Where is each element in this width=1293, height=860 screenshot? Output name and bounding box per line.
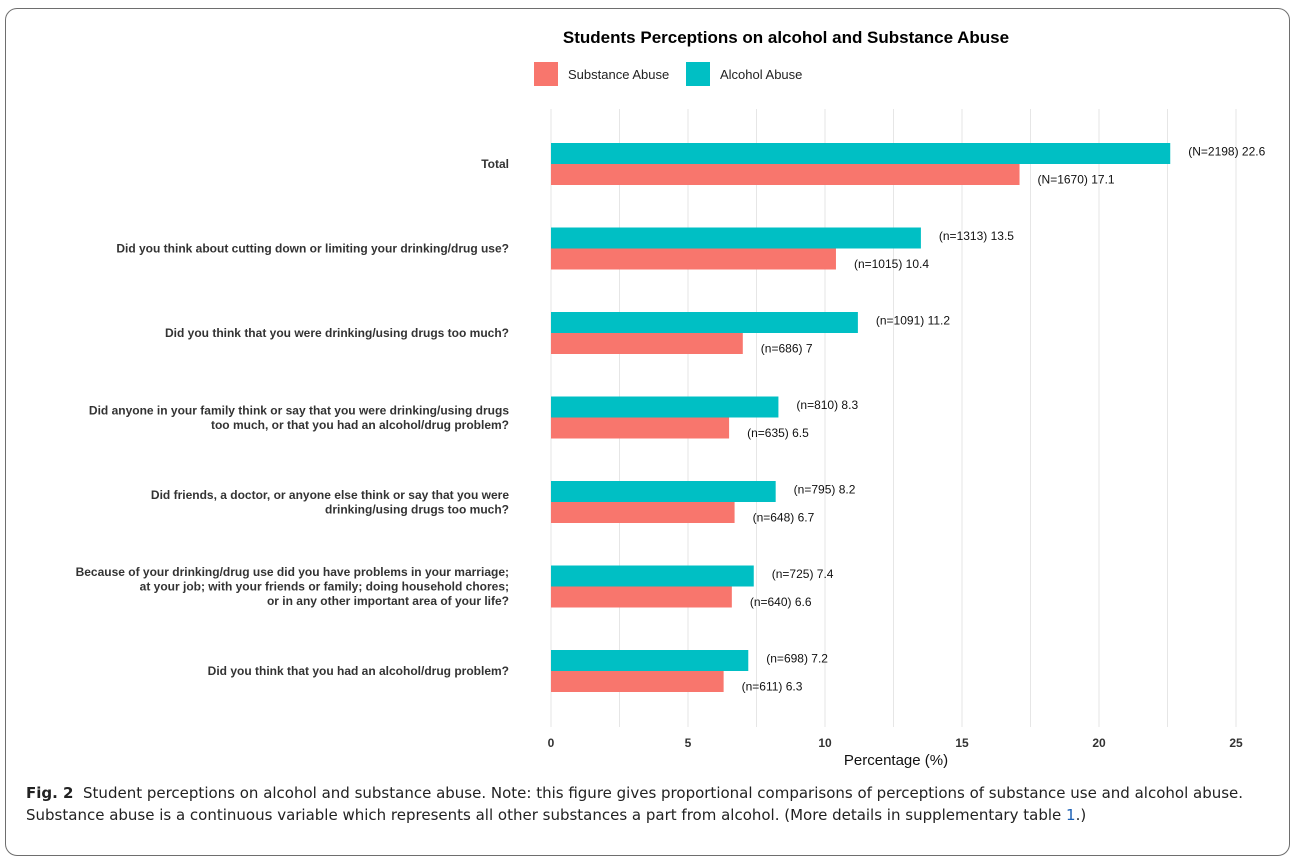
alcohol-bar — [551, 481, 776, 502]
substance-bar — [551, 586, 732, 608]
figure-frame: Students Perceptions on alcohol and Subs… — [5, 8, 1290, 856]
substance-data-label: (N=1670) 17.1 — [1038, 173, 1115, 187]
substance-data-label: (n=635) 6.5 — [747, 426, 809, 440]
category-label: Did anyone in your family think or say t… — [89, 403, 509, 417]
chart-title: Students Perceptions on alcohol and Subs… — [563, 28, 1009, 47]
substance-bar — [551, 502, 735, 523]
caption-text: Student perceptions on alcohol and subst… — [26, 784, 1244, 824]
caption-table-ref[interactable]: 1 — [1066, 806, 1076, 824]
x-tick-label: 10 — [818, 736, 832, 750]
alcohol-bar — [551, 227, 921, 249]
legend-label-1: Substance Abuse — [568, 67, 669, 82]
substance-bar — [551, 164, 1020, 185]
alcohol-bar — [551, 396, 779, 418]
alcohol-data-label: (n=810) 8.3 — [796, 398, 858, 412]
alcohol-bar — [551, 650, 749, 671]
category-label: Did you think that you had an alcohol/dr… — [208, 664, 509, 678]
category-label: Did friends, a doctor, or anyone else th… — [151, 488, 509, 502]
substance-bar — [551, 333, 743, 354]
figure-caption: Fig. 2 Student perceptions on alcohol an… — [26, 782, 1281, 826]
caption-text-end: .) — [1075, 806, 1087, 824]
category-label: Did you think that you were drinking/usi… — [165, 326, 509, 340]
legend-swatch-2 — [686, 62, 710, 86]
substance-data-label: (n=611) 6.3 — [742, 680, 803, 694]
substance-bar — [551, 417, 730, 439]
category-label: Did you think about cutting down or limi… — [116, 242, 509, 256]
alcohol-data-label: (n=1313) 13.5 — [939, 229, 1014, 243]
alcohol-data-label: (n=698) 7.2 — [766, 652, 828, 666]
x-tick-label: 0 — [548, 736, 555, 750]
category-label: or in any other important area of your l… — [267, 594, 509, 608]
x-tick-label: 25 — [1229, 736, 1243, 750]
alcohol-data-label: (n=795) 8.2 — [794, 483, 856, 497]
substance-data-label: (n=1015) 10.4 — [854, 257, 929, 271]
x-tick-label: 5 — [685, 736, 692, 750]
x-axis-title: Percentage (%) — [844, 752, 948, 769]
substance-data-label: (n=648) 6.7 — [753, 511, 815, 525]
x-tick-label: 15 — [955, 736, 969, 750]
category-label: Total — [481, 157, 509, 171]
alcohol-data-label: (n=725) 7.4 — [772, 567, 834, 581]
category-label: drinking/using drugs too much? — [325, 502, 509, 516]
alcohol-bar — [551, 143, 1171, 164]
alcohol-data-label: (n=1091) 11.2 — [876, 314, 950, 328]
figure-number: Fig. 2 — [26, 784, 74, 802]
substance-data-label: (n=640) 6.6 — [750, 595, 812, 609]
x-tick-label: 20 — [1092, 736, 1106, 750]
alcohol-bar — [551, 312, 858, 333]
legend-swatch-1 — [534, 62, 558, 86]
substance-bar — [551, 671, 724, 692]
substance-bar — [551, 248, 836, 270]
category-label: at your job; with your friends or family… — [140, 580, 509, 594]
alcohol-data-label: (N=2198) 22.6 — [1188, 145, 1265, 159]
substance-data-label: (n=686) 7 — [761, 342, 813, 356]
category-label: too much, or that you had an alcohol/dru… — [211, 418, 509, 432]
category-label: Because of your drinking/drug use did yo… — [76, 565, 509, 579]
chart: Students Perceptions on alcohol and Subs… — [76, 28, 1266, 769]
legend-label-2: Alcohol Abuse — [720, 67, 802, 82]
alcohol-bar — [551, 565, 754, 587]
